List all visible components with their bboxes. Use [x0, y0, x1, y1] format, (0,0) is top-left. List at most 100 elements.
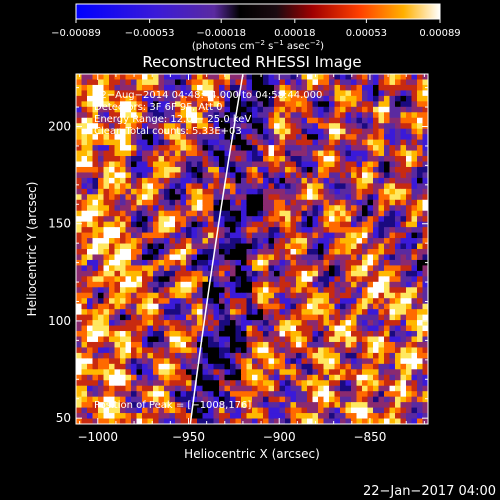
heatmap-pixel — [142, 347, 148, 354]
heatmap-pixel — [230, 183, 236, 190]
heatmap-pixel — [384, 331, 390, 337]
heatmap-pixel — [378, 106, 385, 113]
heatmap-pixel — [213, 380, 220, 387]
heatmap-pixel — [422, 101, 428, 108]
heatmap-pixel — [131, 216, 137, 223]
heatmap-pixel — [252, 265, 258, 272]
heatmap-pixel — [285, 106, 291, 113]
heatmap-pixel — [241, 270, 247, 277]
heatmap-pixel — [411, 385, 418, 392]
heatmap-pixel — [362, 270, 368, 277]
heatmap-pixel — [125, 341, 132, 348]
heatmap-pixel — [400, 347, 407, 354]
heatmap-pixel — [356, 243, 363, 250]
heatmap-pixel — [175, 188, 181, 195]
heatmap-pixel — [400, 287, 407, 294]
heatmap-pixel — [257, 352, 264, 359]
heatmap-pixel — [285, 331, 291, 337]
heatmap-pixel — [345, 413, 352, 419]
heatmap-pixel — [257, 391, 264, 398]
heatmap-pixel — [285, 117, 291, 124]
heatmap-pixel — [131, 407, 137, 414]
heatmap-pixel — [323, 238, 330, 244]
heatmap-pixel — [81, 177, 88, 184]
heatmap-pixel — [180, 243, 187, 250]
heatmap-pixel — [114, 254, 121, 261]
heatmap-pixel — [213, 112, 220, 119]
heatmap-pixel — [323, 358, 330, 365]
heatmap-pixel — [268, 281, 275, 288]
heatmap-pixel — [329, 396, 335, 403]
heatmap-pixel — [235, 134, 242, 141]
heatmap-pixel — [301, 352, 308, 359]
heatmap-pixel — [208, 210, 214, 217]
heatmap-pixel — [400, 128, 407, 135]
heatmap-pixel — [307, 95, 313, 102]
heatmap-pixel — [246, 156, 253, 162]
heatmap-pixel — [274, 117, 280, 124]
heatmap-pixel — [296, 259, 302, 266]
heatmap-pixel — [411, 407, 418, 414]
heatmap-pixel — [153, 205, 159, 212]
heatmap-pixel — [76, 106, 82, 113]
heatmap-pixel — [175, 292, 181, 299]
heatmap-pixel — [400, 341, 407, 348]
heatmap-pixel — [164, 309, 170, 316]
heatmap-pixel — [356, 276, 363, 283]
heatmap-pixel — [191, 101, 198, 108]
heatmap-pixel — [274, 396, 280, 403]
heatmap-pixel — [263, 199, 269, 206]
heatmap-pixel — [136, 128, 143, 135]
heatmap-pixel — [334, 156, 341, 162]
heatmap-pixel — [131, 369, 137, 376]
heatmap-pixel — [307, 396, 313, 403]
heatmap-pixel — [373, 369, 379, 376]
heatmap-pixel — [241, 188, 247, 195]
heatmap-pixel — [362, 227, 368, 233]
heatmap-pixel — [274, 90, 280, 97]
heatmap-pixel — [340, 292, 346, 299]
heatmap-pixel — [252, 391, 258, 398]
heatmap-pixel — [197, 270, 203, 277]
heatmap-pixel — [76, 150, 82, 157]
heatmap-pixel — [235, 177, 242, 184]
heatmap-pixel — [263, 232, 269, 239]
heatmap-pixel — [329, 281, 335, 288]
heatmap-pixel — [384, 101, 390, 108]
heatmap-pixel — [186, 303, 192, 310]
heatmap-pixel — [208, 363, 214, 370]
heatmap-pixel — [158, 216, 165, 223]
heatmap-pixel — [98, 238, 104, 244]
heatmap-pixel — [224, 254, 231, 261]
heatmap-pixel — [125, 238, 132, 244]
heatmap-pixel — [323, 402, 330, 408]
heatmap-pixel — [246, 249, 253, 255]
heatmap-pixel — [169, 117, 176, 124]
heatmap-pixel — [406, 281, 412, 288]
heatmap-pixel — [285, 128, 291, 135]
heatmap-pixel — [103, 199, 110, 206]
heatmap-pixel — [175, 123, 181, 130]
heatmap-pixel — [274, 123, 280, 130]
heatmap-pixel — [175, 418, 181, 424]
heatmap-pixel — [246, 352, 253, 359]
heatmap-pixel — [213, 161, 220, 168]
heatmap-pixel — [81, 325, 88, 332]
heatmap-pixel — [136, 106, 143, 113]
heatmap-pixel — [103, 216, 110, 223]
heatmap-pixel — [378, 74, 385, 80]
heatmap-pixel — [169, 134, 176, 141]
heatmap-pixel — [175, 254, 181, 261]
heatmap-pixel — [329, 128, 335, 135]
heatmap-pixel — [422, 112, 428, 119]
heatmap-pixel — [268, 95, 275, 102]
heatmap-pixel — [389, 407, 396, 414]
heatmap-pixel — [103, 320, 110, 326]
heatmap-pixel — [356, 396, 363, 403]
heatmap-pixel — [186, 402, 192, 408]
heatmap-pixel — [142, 112, 148, 119]
heatmap-pixel — [186, 188, 192, 195]
heatmap-pixel — [301, 413, 308, 419]
heatmap-pixel — [290, 161, 297, 168]
heatmap-pixel — [274, 292, 280, 299]
